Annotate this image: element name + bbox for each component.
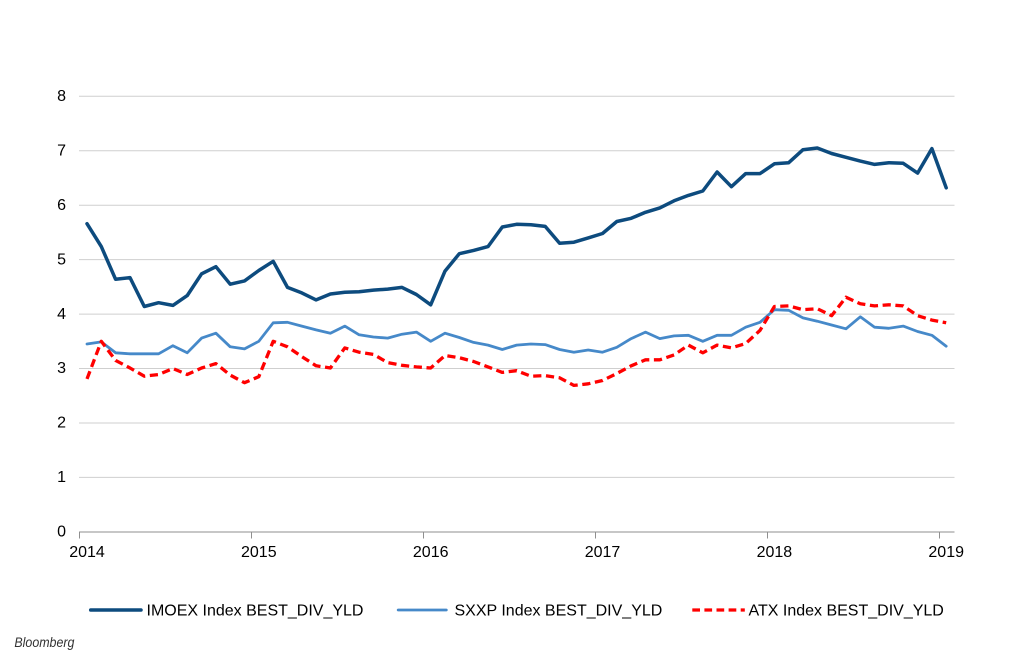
svg-text:2019: 2019: [928, 544, 964, 561]
svg-text:3: 3: [57, 360, 66, 377]
svg-text:7: 7: [57, 142, 66, 159]
svg-text:0: 0: [57, 524, 66, 541]
svg-text:4: 4: [57, 306, 66, 323]
svg-text:2015: 2015: [241, 544, 277, 561]
svg-text:5: 5: [57, 251, 66, 268]
svg-text:1: 1: [57, 469, 66, 486]
svg-text:Bloomberg: Bloomberg: [14, 634, 74, 650]
svg-text:8: 8: [57, 88, 66, 105]
svg-text:2016: 2016: [413, 544, 449, 561]
svg-text:SXXP Index BEST_DIV_YLD: SXXP Index BEST_DIV_YLD: [455, 603, 663, 620]
svg-text:2018: 2018: [757, 544, 793, 561]
svg-text:2017: 2017: [585, 544, 621, 561]
svg-text:IMOEX Index BEST_DIV_YLD: IMOEX Index BEST_DIV_YLD: [147, 603, 364, 620]
svg-text:6: 6: [57, 197, 66, 214]
svg-text:2: 2: [57, 415, 66, 432]
svg-text:ATX Index BEST_DIV_YLD: ATX Index BEST_DIV_YLD: [749, 603, 944, 620]
svg-text:2014: 2014: [69, 544, 105, 561]
